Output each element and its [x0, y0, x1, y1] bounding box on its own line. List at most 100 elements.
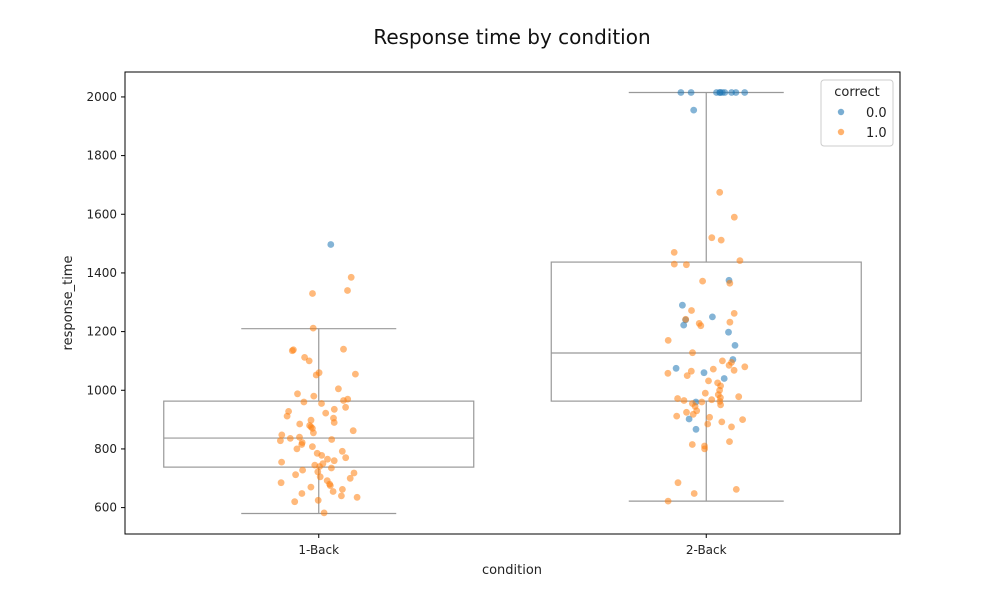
- iqr-box: [163, 400, 475, 468]
- data-point: [309, 443, 316, 450]
- data-point: [670, 260, 678, 268]
- data-point: [330, 419, 338, 426]
- data-point: [739, 416, 746, 423]
- data-point: [730, 366, 738, 374]
- data-point: [316, 463, 323, 470]
- data-point: [292, 471, 299, 479]
- data-point: [726, 279, 734, 287]
- legend-frame: [820, 79, 894, 147]
- data-point: [330, 405, 338, 413]
- data-point: [730, 213, 738, 221]
- data-point: [278, 431, 286, 439]
- data-point: [316, 473, 324, 481]
- data-point: [687, 367, 695, 375]
- y-axis: 600 800 1000 1200 1400 1600 1800 2000: [86, 90, 125, 515]
- legend-label-0: 0.0: [866, 106, 887, 121]
- data-point: [687, 89, 695, 96]
- y-tick-label: 1600: [86, 207, 117, 221]
- data-point: [286, 435, 294, 442]
- plot-frame: [124, 71, 901, 535]
- data-point: [294, 390, 301, 398]
- data-point: [741, 363, 749, 371]
- data-point: [726, 318, 734, 326]
- data-point: [277, 437, 284, 445]
- data-point: [309, 290, 316, 297]
- data-point: [701, 389, 709, 397]
- data-point: [291, 498, 299, 506]
- data-point: [688, 307, 695, 314]
- data-point: [718, 418, 726, 426]
- data-point: [674, 479, 682, 487]
- data-point: [296, 420, 304, 428]
- data-point: [296, 433, 303, 441]
- data-point: [335, 385, 342, 393]
- data-point: [731, 342, 739, 349]
- data-point: [339, 486, 346, 493]
- data-point: [732, 486, 740, 493]
- data-point: [680, 321, 688, 329]
- data-point: [352, 370, 359, 378]
- data-point: [709, 313, 716, 321]
- data-point: [328, 464, 335, 472]
- data-point: [346, 474, 354, 482]
- data-point: [726, 438, 733, 445]
- data-point: [353, 493, 361, 501]
- y-tick-label: 600: [94, 501, 117, 515]
- data-point: [725, 328, 732, 336]
- legend-title: correct: [834, 85, 880, 100]
- data-point: [338, 447, 346, 455]
- data-point: [677, 89, 685, 96]
- data-point: [307, 416, 315, 424]
- x-tick-label: 1-Back: [298, 543, 339, 557]
- data-point: [708, 396, 716, 404]
- data-point: [728, 89, 735, 96]
- data-point: [683, 408, 690, 416]
- data-point: [682, 315, 690, 323]
- data-point: [330, 457, 338, 465]
- data-point: [318, 452, 326, 459]
- data-point: [697, 322, 705, 330]
- data-point: [340, 345, 347, 353]
- data-point: [670, 249, 678, 256]
- y-tick-label: 1800: [86, 149, 117, 163]
- data-point: [342, 403, 349, 411]
- data-point: [347, 273, 355, 281]
- data-point: [708, 234, 716, 242]
- data-point: [689, 349, 696, 357]
- data-point: [298, 441, 306, 448]
- data-point: [350, 469, 358, 477]
- data-point: [719, 357, 726, 365]
- data-point: [705, 377, 712, 385]
- data-point: [278, 458, 285, 466]
- data-point: [701, 445, 708, 453]
- y-tick-label: 1200: [86, 325, 117, 339]
- y-tick-label: 800: [94, 442, 117, 456]
- data-point: [698, 398, 706, 406]
- data-point: [312, 371, 320, 379]
- data-point: [683, 372, 691, 379]
- data-point: [328, 436, 336, 443]
- data-point: [664, 497, 672, 505]
- data-point: [717, 401, 724, 409]
- data-point: [322, 409, 330, 417]
- data-point: [310, 429, 317, 437]
- data-point: [342, 454, 350, 462]
- y-tick-label: 1400: [86, 266, 117, 280]
- chart-title: Response time by condition: [373, 25, 650, 49]
- x-axis: 1-Back 2-Back: [298, 534, 727, 557]
- data-point: [320, 509, 328, 517]
- data-point: [730, 310, 738, 317]
- data-point: [277, 479, 285, 487]
- box-1-Back: [163, 328, 475, 515]
- data-point: [683, 261, 690, 269]
- data-point: [736, 257, 744, 264]
- data-point: [298, 490, 306, 497]
- data-point: [327, 241, 335, 248]
- data-point: [674, 395, 681, 402]
- data-point: [716, 188, 724, 196]
- data-point: [717, 236, 725, 244]
- data-point: [310, 392, 318, 400]
- data-point: [664, 369, 672, 377]
- series-0.0: [327, 89, 749, 433]
- data-point: [699, 277, 706, 285]
